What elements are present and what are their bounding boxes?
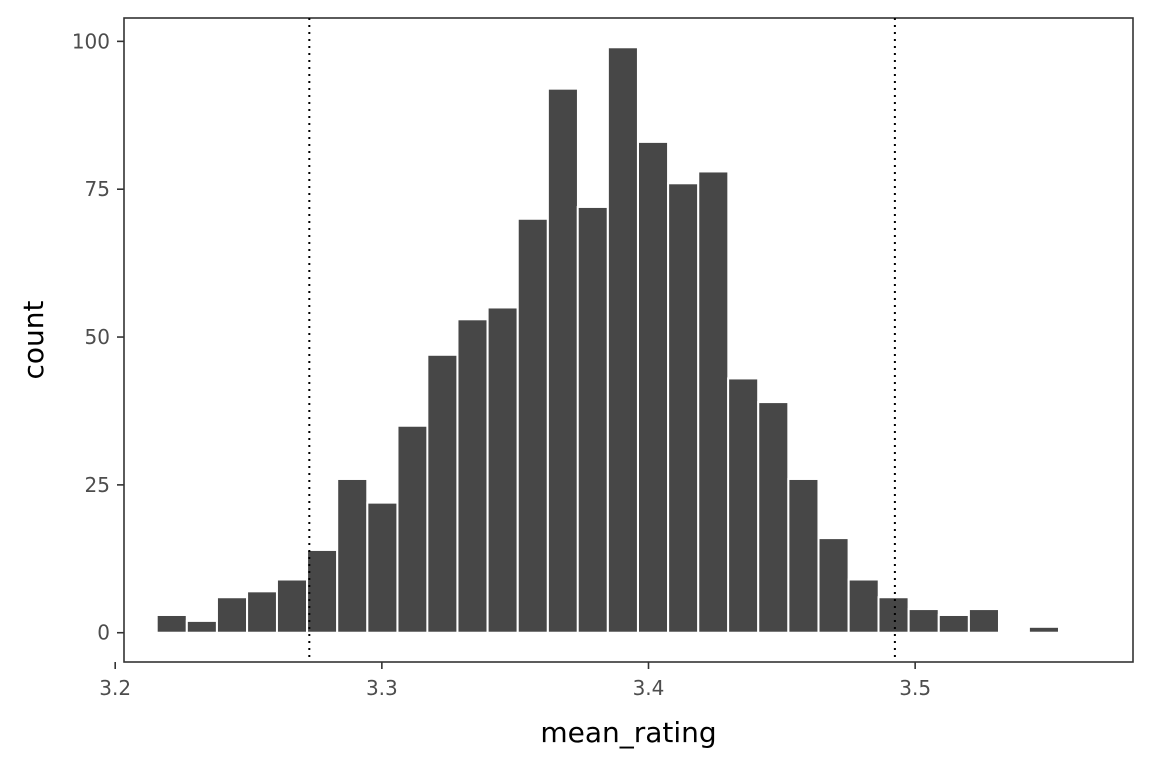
histogram-bar	[817, 537, 850, 634]
y-tick-label: 75	[85, 177, 110, 201]
x-tick-label: 3.2	[99, 676, 131, 700]
histogram-bar	[727, 377, 760, 634]
x-axis-title: mean_rating	[540, 716, 716, 749]
histogram-bar	[697, 170, 730, 634]
reference-lines	[308, 18, 896, 662]
histogram-bar	[907, 608, 940, 634]
histogram-bar	[847, 578, 880, 634]
histogram-bar	[606, 46, 639, 634]
histogram-bar	[275, 578, 309, 634]
histogram-bar	[306, 548, 339, 634]
histogram-bar	[155, 613, 188, 634]
y-axis-title: count	[17, 300, 50, 379]
y-tick-label: 0	[97, 621, 110, 645]
x-axis: 3.2 3.3 3.4 3.5	[99, 662, 931, 700]
histogram-bar	[787, 477, 820, 634]
y-tick-label: 50	[85, 325, 110, 349]
histogram-bar	[937, 613, 970, 634]
histogram-bar	[546, 87, 579, 634]
y-axis: 0 25 50 75 100	[72, 29, 124, 645]
histogram-bar	[667, 182, 700, 634]
histogram-bar	[246, 590, 279, 634]
x-tick-label: 3.4	[633, 676, 665, 700]
histogram-bar	[967, 608, 1000, 634]
y-tick-label: 25	[85, 473, 110, 497]
histogram-bar	[877, 596, 910, 634]
histogram-bar	[757, 401, 790, 634]
histogram-bar	[366, 501, 399, 634]
histogram-bar	[636, 140, 670, 634]
histogram-bars	[155, 46, 1091, 634]
plot-panel	[123, 17, 1134, 663]
histogram-bar	[1027, 625, 1060, 634]
histogram-bar	[516, 217, 549, 634]
histogram-bar	[185, 619, 218, 634]
x-tick-label: 3.3	[366, 676, 398, 700]
histogram-bar	[426, 353, 459, 634]
histogram-bar	[486, 306, 519, 634]
x-tick-label: 3.5	[899, 676, 931, 700]
histogram-bar	[215, 596, 249, 634]
histogram-bar	[336, 477, 369, 634]
histogram-bar	[576, 205, 609, 634]
histogram-bar	[456, 318, 489, 634]
histogram-bar	[396, 424, 429, 634]
y-tick-label: 100	[72, 29, 110, 53]
